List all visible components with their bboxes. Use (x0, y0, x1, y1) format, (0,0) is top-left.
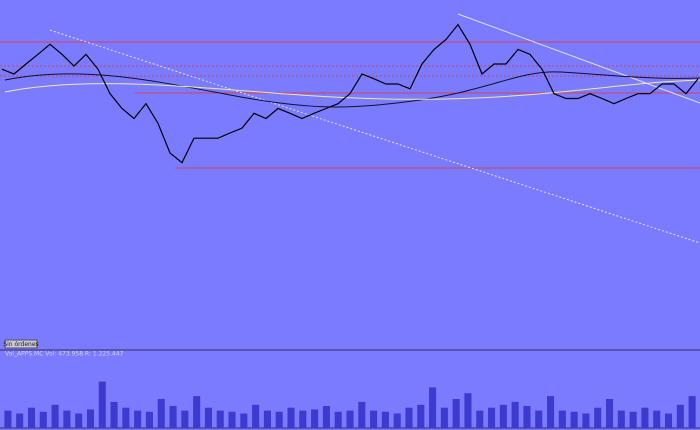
volume-bar (605, 399, 614, 428)
volume-bar (523, 405, 531, 428)
volume-bar (51, 404, 59, 428)
volume-bar (39, 411, 47, 428)
volume-bar (240, 413, 248, 428)
volume-bar (464, 393, 472, 428)
volume-bar (393, 413, 401, 428)
volume-bar (169, 405, 177, 428)
volume-bar (63, 410, 71, 428)
volume-bar (641, 407, 649, 428)
volume-bar (110, 401, 118, 428)
volume-bar (27, 407, 36, 428)
volume-bar (535, 410, 543, 428)
volume-bar (157, 399, 165, 428)
volume-bar (252, 404, 260, 428)
volume-bar (499, 404, 507, 428)
volume-bar (617, 410, 625, 428)
volume-bar (346, 410, 354, 428)
volume-bar (134, 410, 142, 428)
volume-bar (558, 410, 566, 428)
volume-bar (86, 409, 95, 428)
volume-bar (653, 410, 661, 428)
volume-bar (193, 396, 201, 428)
orders-button[interactable] (4, 339, 38, 349)
volume-bar (358, 401, 366, 428)
drawing-tools (0, 13, 700, 244)
volume-bar (629, 411, 637, 428)
price-line (1, 23, 699, 164)
volume-title: Vol_APPS.MC Vol: 473.958 R: 1.225.447 (5, 351, 124, 358)
moving-average (4, 71, 700, 108)
volume-bar (204, 407, 212, 428)
volume-bar (16, 413, 24, 428)
volume-bar (429, 387, 437, 428)
volume-bar (4, 410, 12, 428)
volume-bar (582, 413, 590, 428)
volume-bar (440, 407, 448, 428)
volume-bar (322, 405, 330, 428)
volume-bar (452, 399, 460, 428)
volume-bar (476, 410, 484, 428)
volume-bar (287, 407, 295, 428)
volume-bar (511, 401, 519, 428)
moving-average (4, 79, 700, 100)
volume-bar (688, 396, 696, 428)
volume-bar (311, 409, 319, 428)
volume-bar (216, 410, 224, 428)
volume-bar (381, 411, 389, 428)
volume-bar (417, 404, 425, 428)
volume-bar (299, 410, 307, 428)
volume-bar (145, 411, 153, 428)
trend-line (457, 13, 700, 104)
volume-bar (370, 410, 378, 428)
volume-bar (488, 407, 496, 428)
volume-bar (122, 407, 130, 428)
volume-bar (547, 396, 555, 428)
volume-bar (570, 411, 578, 428)
volume-bar (263, 410, 271, 428)
volume-bar (98, 381, 106, 428)
volume-bar (594, 407, 602, 428)
volume-bar (664, 413, 673, 428)
volume-bar (275, 411, 283, 428)
volume-bar (75, 413, 83, 428)
volume-bar (181, 410, 189, 428)
volume-bar (334, 411, 342, 428)
volume-bar (405, 407, 413, 428)
volume-bar (228, 411, 236, 428)
orders-button-label: Sin órdenes (3, 341, 38, 348)
volume-bar (676, 404, 684, 428)
